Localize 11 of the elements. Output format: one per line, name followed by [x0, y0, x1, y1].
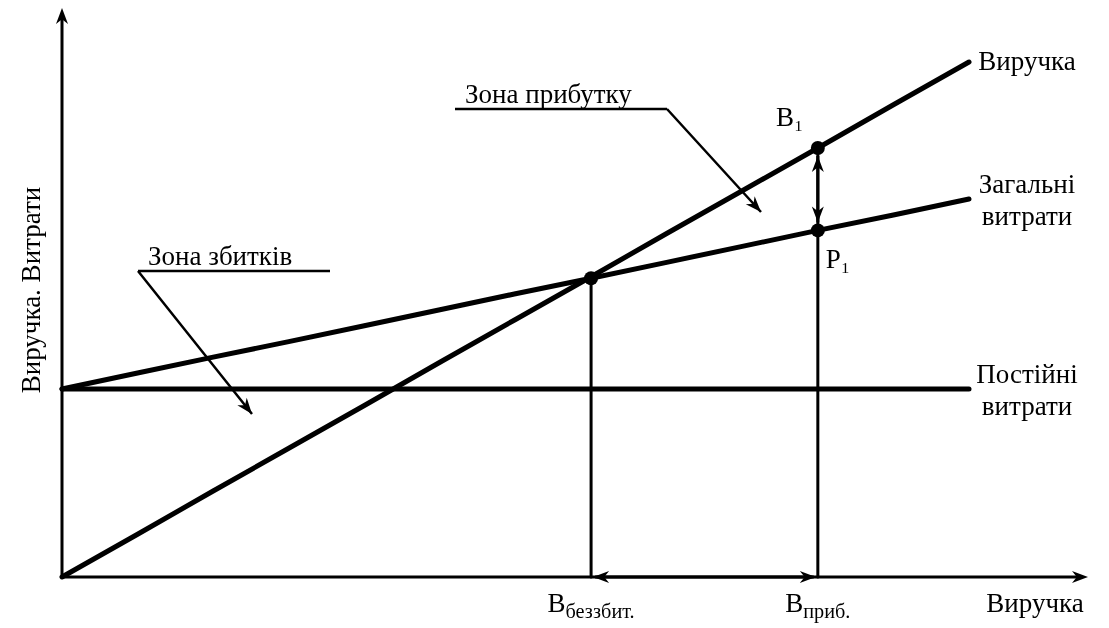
annotation: Р₁: [825, 244, 851, 275]
y-axis-title: Виручка. Витрати: [16, 186, 46, 394]
annotation: Зона збитків: [148, 241, 293, 271]
x-tick-label: В$_{беззбит.}$: [547, 588, 635, 622]
annotation: Зона прибутку: [465, 79, 633, 109]
annotation: В₁: [776, 102, 804, 133]
series-label: Загальні витрати: [978, 168, 1076, 231]
x-tick-label: В$_{приб.}$: [785, 588, 851, 623]
x-axis-title: Виручка: [986, 588, 1084, 618]
series-label: Виручка: [978, 46, 1076, 76]
series-label: Постійні витрати: [976, 359, 1078, 422]
